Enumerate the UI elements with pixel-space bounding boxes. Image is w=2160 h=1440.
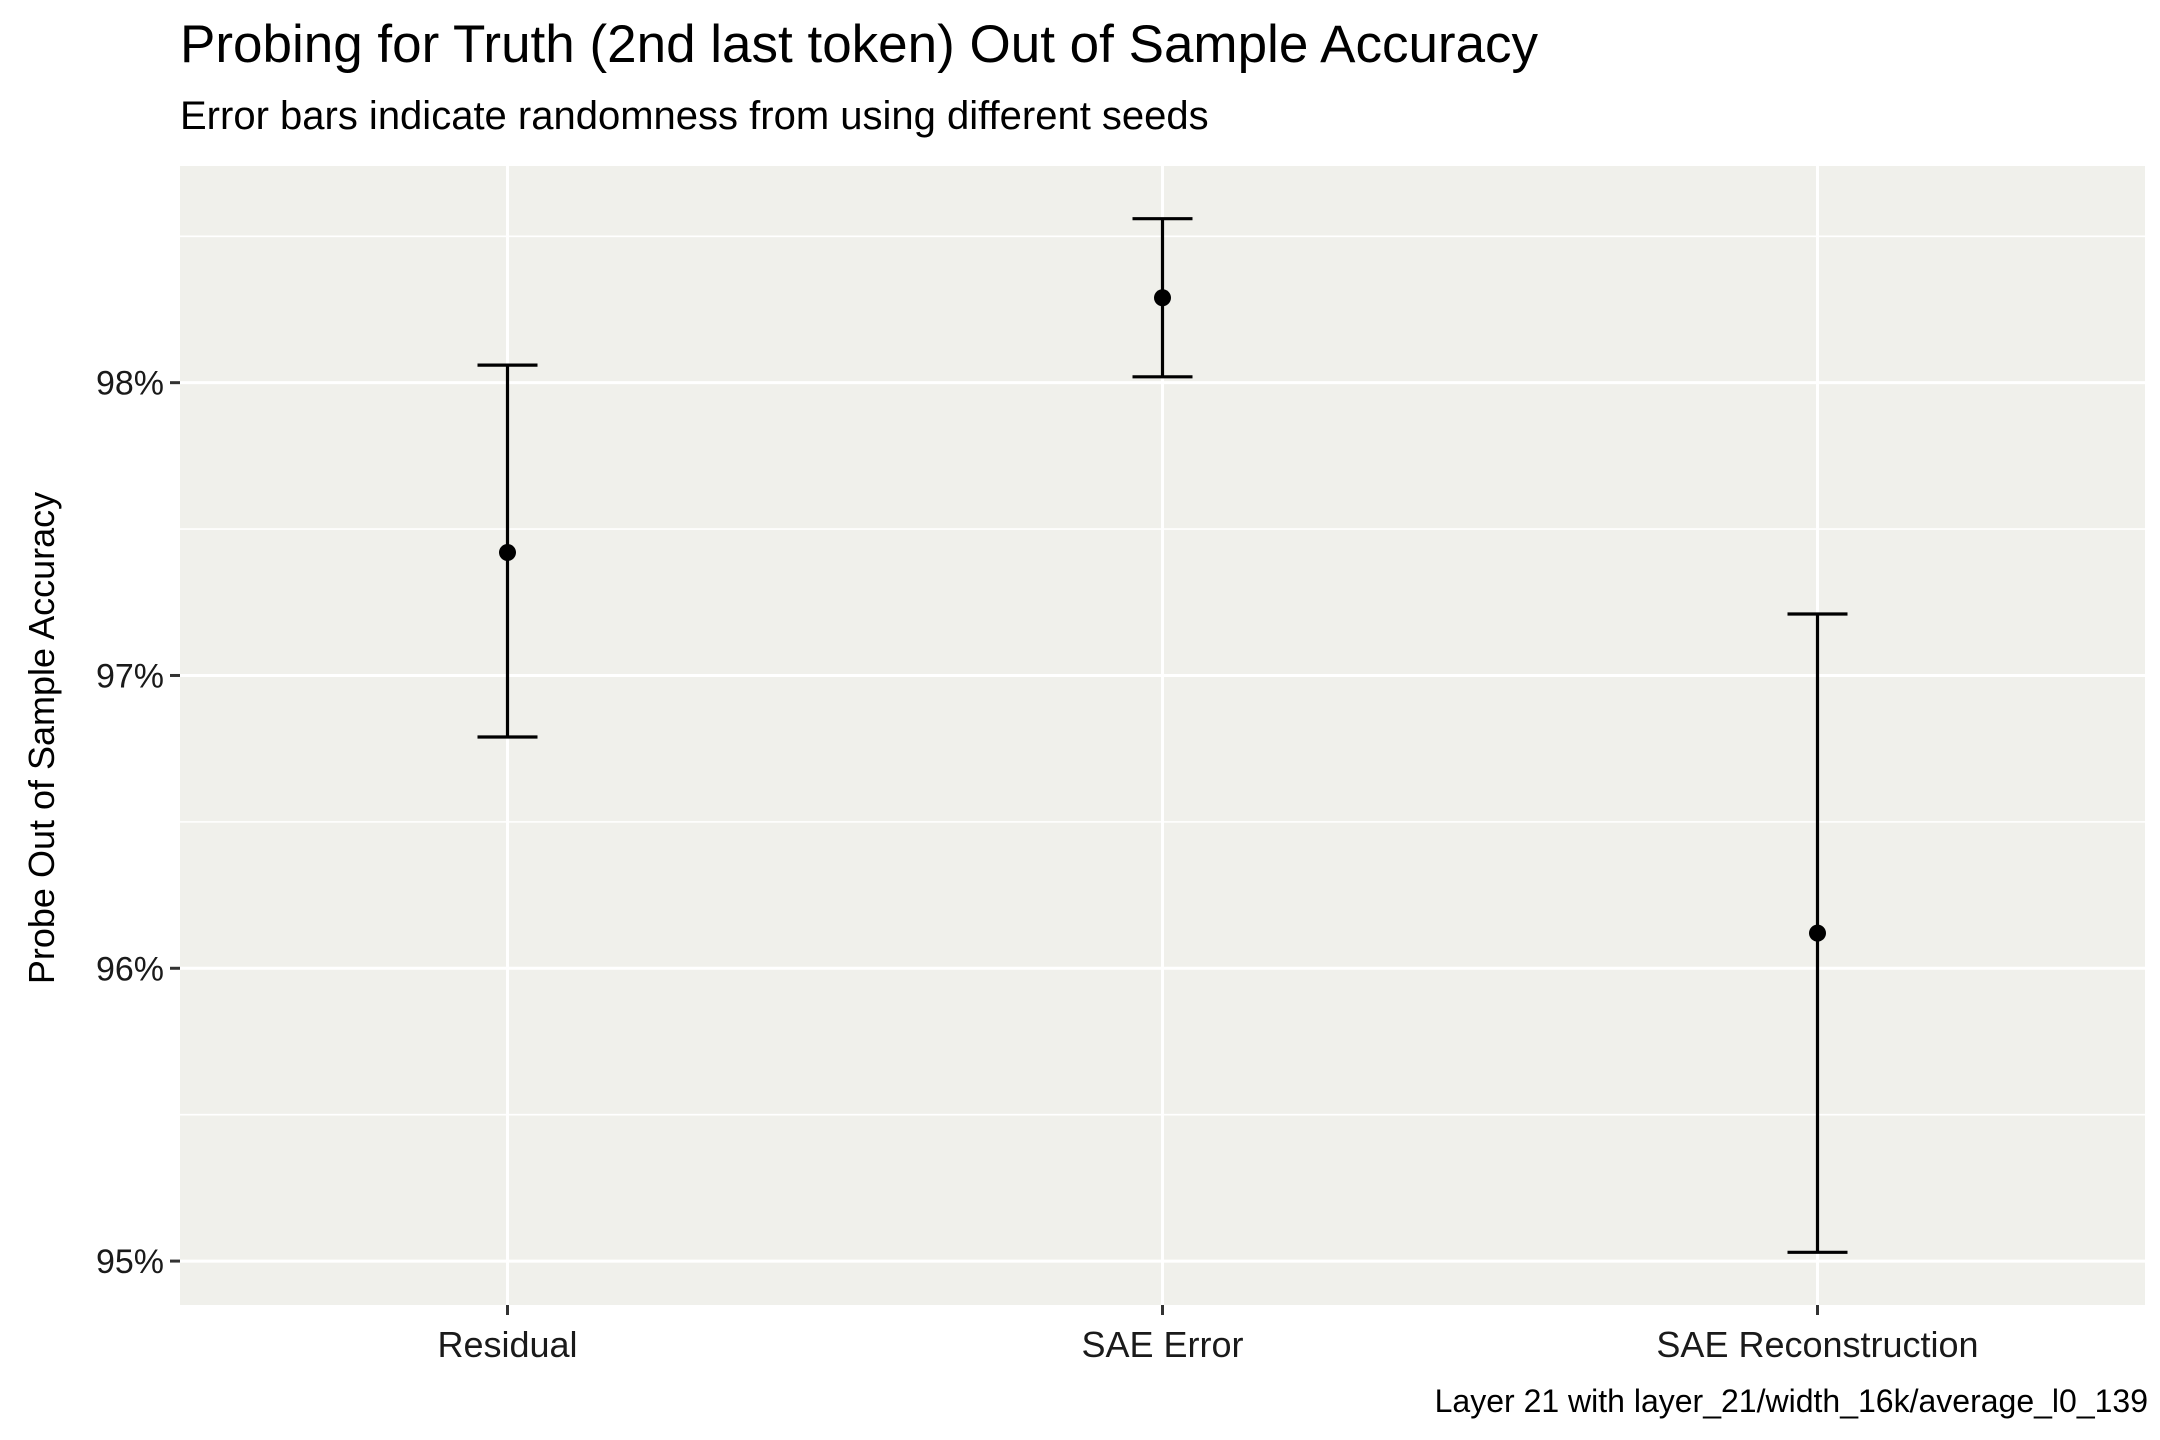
chart-subtitle: Error bars indicate randomness from usin… [180,94,1209,138]
x-tick-label: SAE Error [1081,1324,1243,1365]
y-tick-label: 98% [96,365,164,403]
y-tick-label: 96% [96,950,164,988]
data-point [1154,289,1171,307]
y-tick-label: 95% [96,1243,164,1281]
x-tick-label: Residual [437,1324,577,1365]
x-tick-label: SAE Reconstruction [1656,1324,1978,1365]
y-tick-label: 97% [96,657,164,695]
chart-title: Probing for Truth (2nd last token) Out o… [180,15,1539,74]
data-point [499,543,516,561]
chart-caption: Layer 21 with layer_21/width_16k/average… [1434,1383,2148,1419]
data-point [1809,924,1826,942]
